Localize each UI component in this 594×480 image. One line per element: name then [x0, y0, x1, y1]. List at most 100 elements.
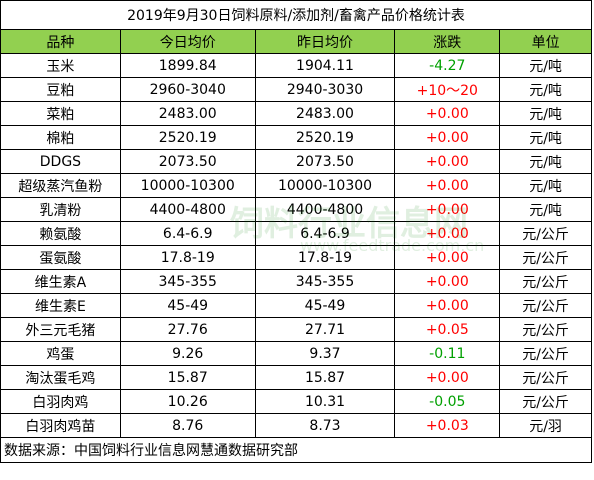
footer: 数据来源：中国饲料行业信息网慧通数据研究部	[0, 437, 592, 463]
data-row: 豆粕 2960-3040 2940-3030 +10～20 元/吨	[0, 77, 592, 102]
cell: 15.87	[254, 365, 396, 390]
title: 2019年9月30日饲料原料/添加剂/畜禽产品价格统计表	[0, 0, 592, 30]
cell: 元/公斤	[499, 341, 592, 366]
cell: +0.00	[394, 365, 501, 390]
title-row: 2019年9月30日饲料原料/添加剂/畜禽产品价格统计表	[0, 0, 592, 30]
cell: -4.27	[394, 53, 501, 78]
cell: 元/公斤	[499, 245, 592, 270]
cell: 9.26	[119, 341, 256, 366]
cell: 27.76	[119, 317, 256, 342]
cell: 10000-10300	[254, 173, 396, 198]
cell: 2520.19	[119, 125, 256, 150]
cell: 元/羽	[499, 413, 592, 438]
cell: 345-355	[119, 269, 256, 294]
cell: +0.00	[394, 293, 501, 318]
cell: 白羽肉鸡	[0, 389, 121, 414]
cell: +0.00	[394, 269, 501, 294]
data-row: 白羽肉鸡 10.26 10.31 -0.05 元/公斤	[0, 389, 592, 414]
cell: 元/公斤	[499, 389, 592, 414]
data-row: 棉粕 2520.19 2520.19 +0.00 元/吨	[0, 125, 592, 150]
cell: 2483.00	[254, 101, 396, 126]
cell: 外三元毛猪	[0, 317, 121, 342]
data-row: 维生素E 45-49 45-49 +0.00 元/公斤	[0, 293, 592, 318]
cell: 元/吨	[499, 125, 592, 150]
cell: 赖氨酸	[0, 221, 121, 246]
data-row: 蛋氨酸 17.8-19 17.8-19 +0.00 元/公斤	[0, 245, 592, 270]
cell: 维生素E	[0, 293, 121, 318]
data-row: 菜粕 2483.00 2483.00 +0.00 元/吨	[0, 101, 592, 126]
cell: +0.00	[394, 197, 501, 222]
cell: 9.37	[254, 341, 396, 366]
table-body: 2019年9月30日饲料原料/添加剂/畜禽产品价格统计表 品种 今日均价 昨日均价涨…	[0, 0, 592, 463]
cell: 15.87	[119, 365, 256, 390]
cell: 蛋氨酸	[0, 245, 121, 270]
cell: 元/吨	[499, 101, 592, 126]
cell: 乳清粉	[0, 197, 121, 222]
data-row: 玉米 1899.84 1904.11 -4.27 元/吨	[0, 53, 592, 78]
cell: 元/吨	[499, 149, 592, 174]
data-row: 外三元毛猪 27.76 27.71 +0.05 元/公斤	[0, 317, 592, 342]
cell: 2960-3040	[119, 77, 256, 102]
cell: 10.26	[119, 389, 256, 414]
header-cell: 品种	[0, 29, 121, 54]
data-row: 赖氨酸 6.4-6.9 6.4-6.9 +0.00 元/公斤	[0, 221, 592, 246]
price-table: 2019年9月30日饲料原料/添加剂/畜禽产品价格统计表 品种 今日均价 昨日均价涨…	[0, 0, 592, 463]
cell: -0.05	[394, 389, 501, 414]
header-cell: 昨日均价	[254, 29, 396, 54]
cell: 菜粕	[0, 101, 121, 126]
cell: 345-355	[254, 269, 396, 294]
cell: 元/公斤	[499, 293, 592, 318]
cell: 元/吨	[499, 197, 592, 222]
cell: 玉米	[0, 53, 121, 78]
cell: +0.00	[394, 173, 501, 198]
data-row: 淘汰蛋毛鸡 15.87 15.87 +0.00 元/公斤	[0, 365, 592, 390]
cell: 元/公斤	[499, 365, 592, 390]
data-row: 维生素A 345-355 345-355 +0.00 元/公斤	[0, 269, 592, 294]
data-row: 白羽肉鸡苗 8.76 8.73 +0.03 元/羽	[0, 413, 592, 438]
header-cell: 单位	[499, 29, 592, 54]
data-row: 鸡蛋 9.26 9.37 -0.11 元/公斤	[0, 341, 592, 366]
cell: 10.31	[254, 389, 396, 414]
cell: 超级蒸汽鱼粉	[0, 173, 121, 198]
cell: 2073.50	[119, 149, 256, 174]
cell: 元/吨	[499, 77, 592, 102]
cell: +0.00	[394, 125, 501, 150]
cell: 元/公斤	[499, 269, 592, 294]
cell: 8.76	[119, 413, 256, 438]
cell: 8.73	[254, 413, 396, 438]
cell: 6.4-6.9	[119, 221, 256, 246]
cell: 45-49	[254, 293, 396, 318]
cell: 元/公斤	[499, 317, 592, 342]
cell: 豆粕	[0, 77, 121, 102]
cell: 鸡蛋	[0, 341, 121, 366]
cell: +0.05	[394, 317, 501, 342]
cell: 4400-4800	[254, 197, 396, 222]
cell: 1904.11	[254, 53, 396, 78]
cell: +0.00	[394, 149, 501, 174]
cell: 元/公斤	[499, 221, 592, 246]
cell: 元/吨	[499, 173, 592, 198]
cell: 17.8-19	[119, 245, 256, 270]
cell: 2483.00	[119, 101, 256, 126]
cell: 45-49	[119, 293, 256, 318]
header-cell: 今日均价	[119, 29, 256, 54]
cell: +10～20	[394, 77, 501, 102]
cell: 10000-10300	[119, 173, 256, 198]
header-cell: 涨跌	[394, 29, 501, 54]
cell: 17.8-19	[254, 245, 396, 270]
cell: +0.00	[394, 245, 501, 270]
cell: 6.4-6.9	[254, 221, 396, 246]
cell: 2940-3030	[254, 77, 396, 102]
data-row: 乳清粉 4400-4800 4400-4800 +0.00 元/吨	[0, 197, 592, 222]
cell: -0.11	[394, 341, 501, 366]
cell: +0.03	[394, 413, 501, 438]
header-row: 品种 今日均价 昨日均价 涨跌 单位	[0, 29, 592, 54]
cell: 4400-4800	[119, 197, 256, 222]
cell: +0.00	[394, 221, 501, 246]
cell: 维生素A	[0, 269, 121, 294]
cell: 白羽肉鸡苗	[0, 413, 121, 438]
cell: +0.00	[394, 101, 501, 126]
cell: 淘汰蛋毛鸡	[0, 365, 121, 390]
cell: 2073.50	[254, 149, 396, 174]
